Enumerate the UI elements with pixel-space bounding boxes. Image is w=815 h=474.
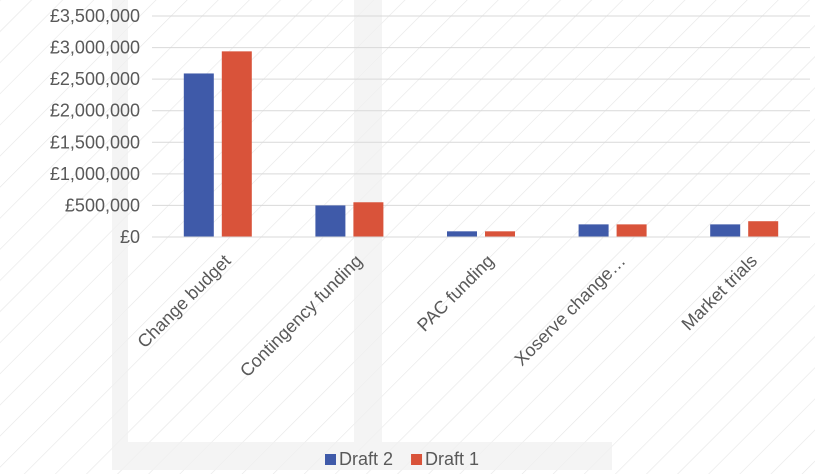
y-tick-label: £2,000,000 <box>50 101 140 121</box>
legend-item: Draft 1 <box>411 449 479 469</box>
legend-item: Draft 2 <box>325 449 393 469</box>
bar-draft-2 <box>710 224 741 237</box>
y-tick-label: £1,500,000 <box>50 132 140 152</box>
legend-label: Draft 2 <box>339 449 393 469</box>
bar-draft-2 <box>578 224 609 237</box>
y-tick-label: £1,000,000 <box>50 164 140 184</box>
y-tick-label: £2,500,000 <box>50 69 140 89</box>
bar-draft-2 <box>447 231 477 237</box>
legend-swatch <box>325 454 336 465</box>
bar-draft-1 <box>616 224 647 237</box>
y-tick-label: £3,500,000 <box>50 6 140 26</box>
y-tick-label: £3,000,000 <box>50 38 140 58</box>
y-tick-label: £500,000 <box>65 195 140 215</box>
bar-draft-1 <box>221 51 252 237</box>
gridlines <box>152 15 810 206</box>
y-tick-label: £0 <box>120 227 140 247</box>
bar-draft-2 <box>183 73 214 238</box>
bar-draft-1 <box>485 231 515 237</box>
bars <box>183 51 779 238</box>
bar-draft-1 <box>748 221 779 237</box>
legend-label: Draft 1 <box>425 449 479 469</box>
legend-swatch <box>411 454 423 465</box>
y-axis-tick-labels: £0 £500,000 £1,000,000 £1,500,000 £2,000,000… <box>50 6 140 247</box>
bar-draft-1 <box>353 202 384 237</box>
legend: Draft 2 Draft 1 <box>325 449 479 469</box>
bar-draft-2 <box>315 205 346 237</box>
